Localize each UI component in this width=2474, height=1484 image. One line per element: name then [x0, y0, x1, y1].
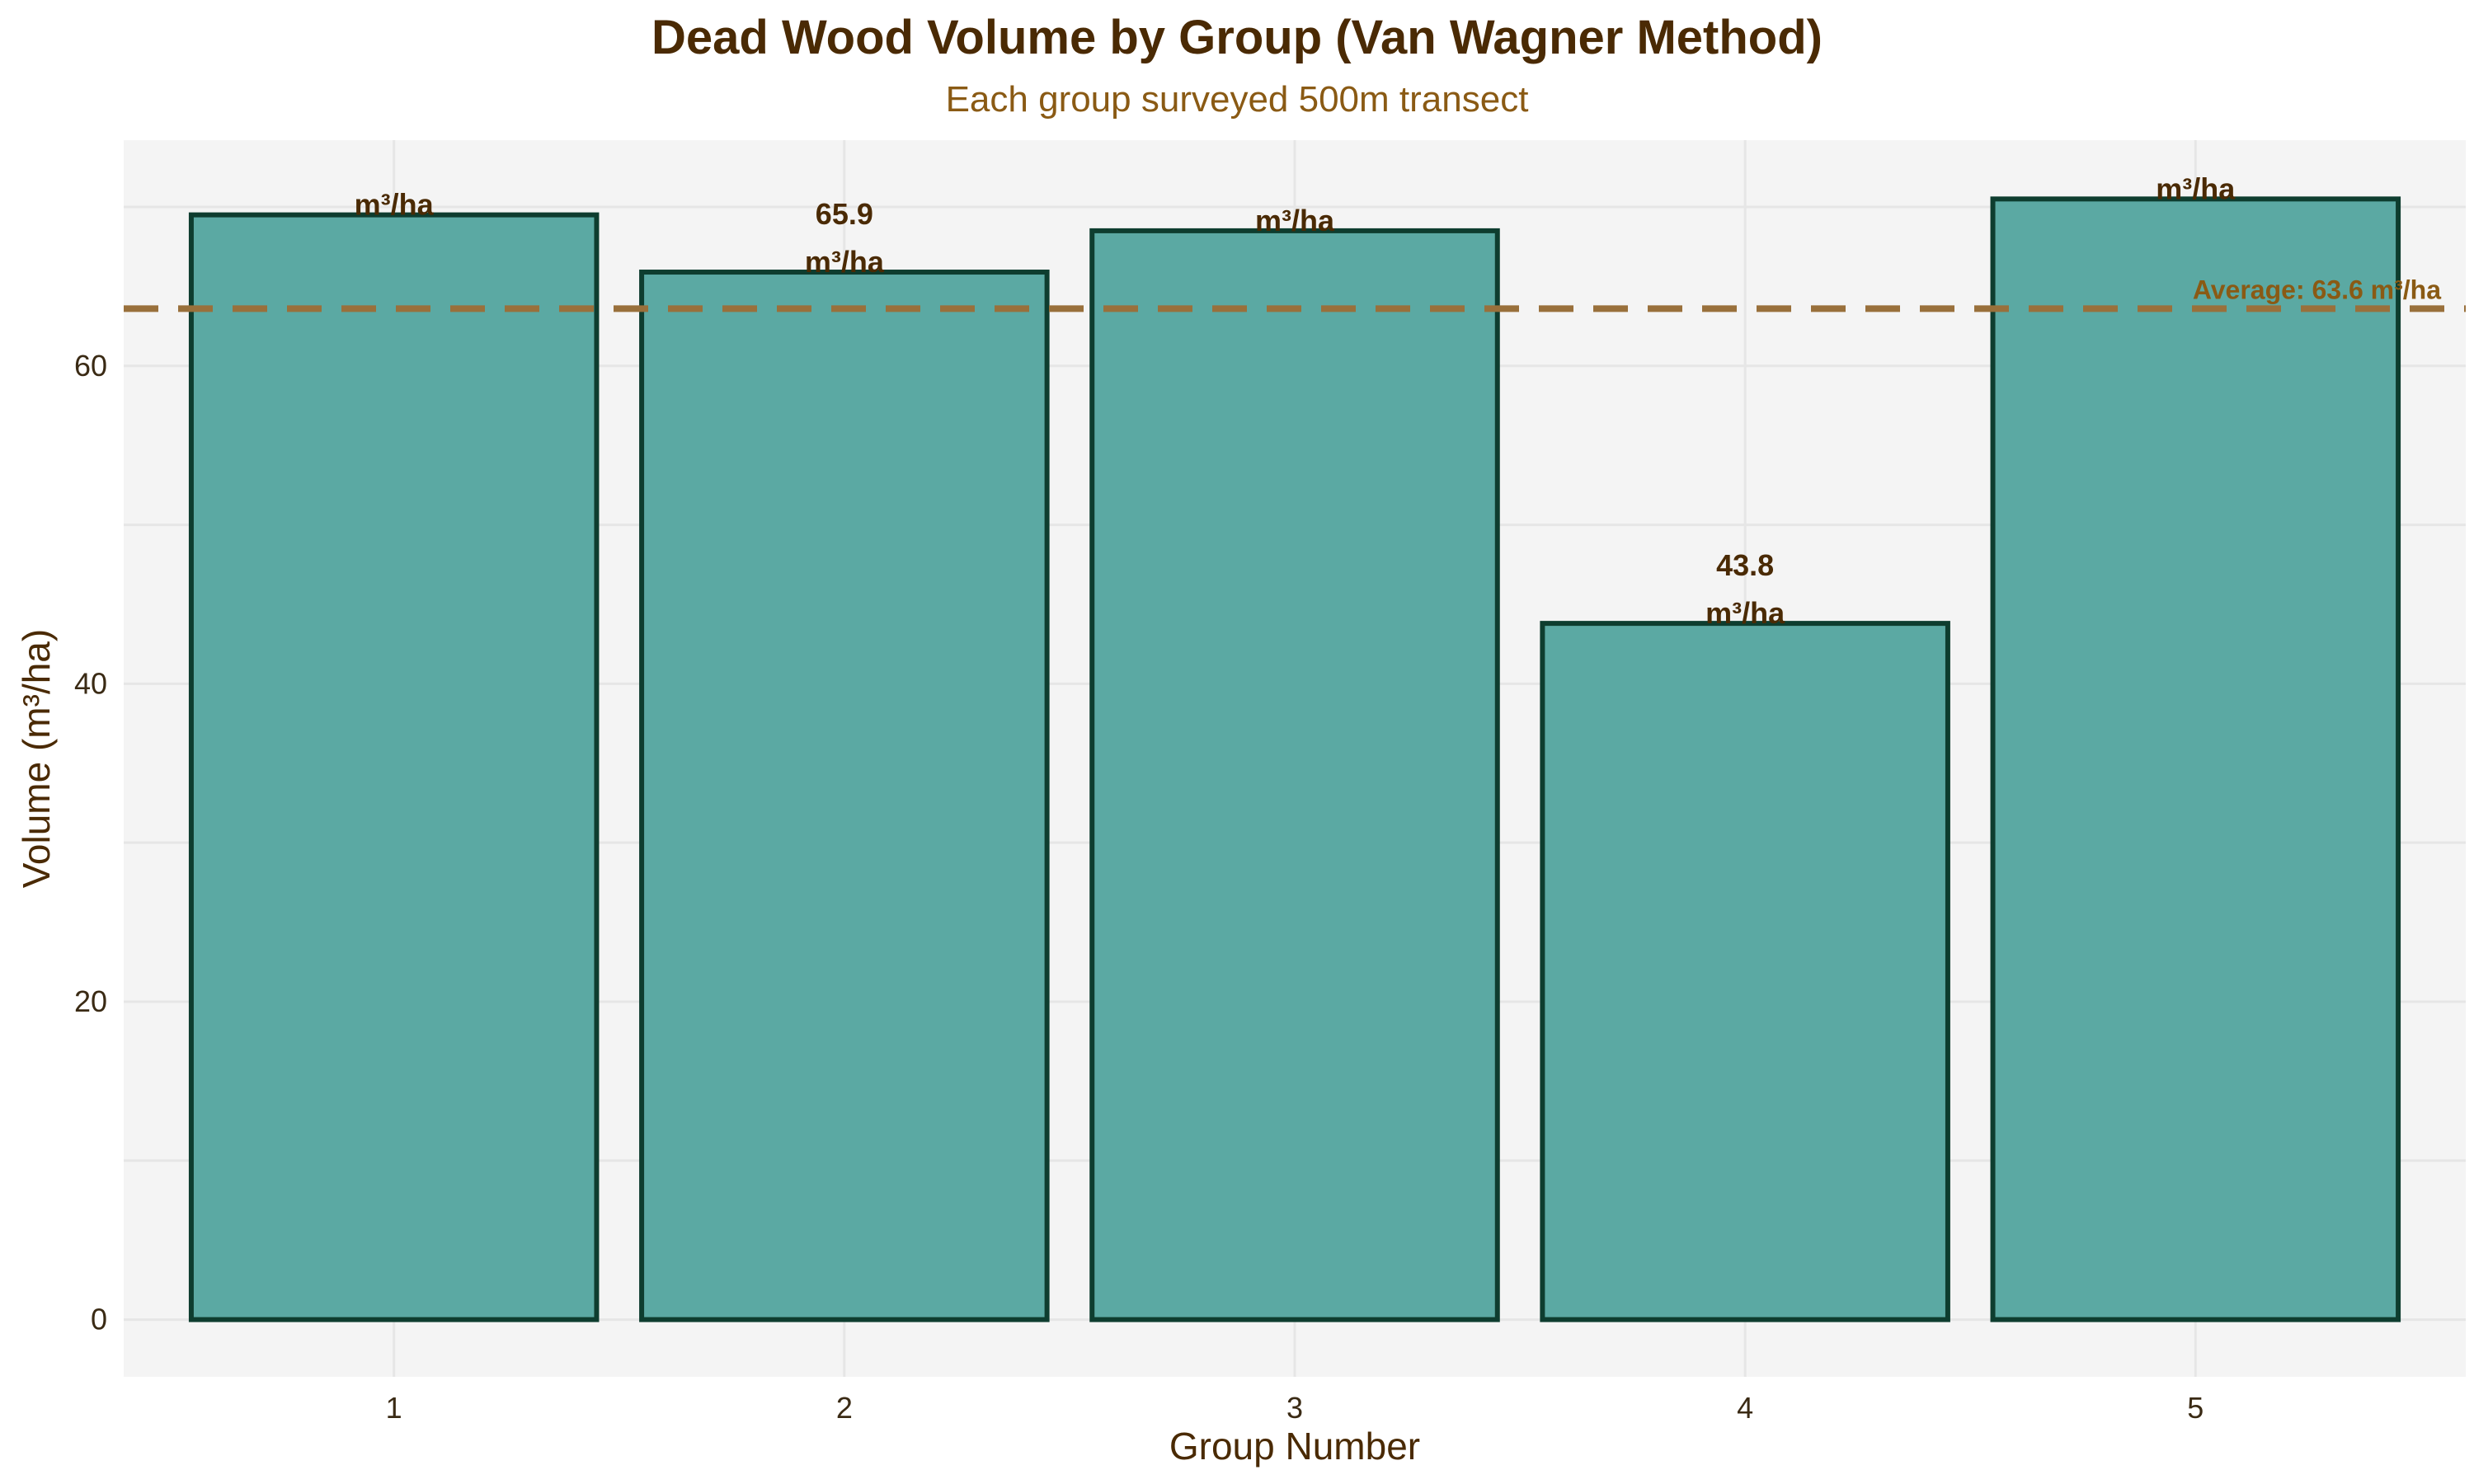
x-tick-label: 1: [386, 1391, 402, 1425]
chart-subtitle: Each group surveyed 500m transect: [946, 79, 1529, 120]
bar-value-label: m³/ha: [355, 188, 435, 222]
y-tick-label: 40: [74, 666, 107, 700]
average-label: Average: 63.6 m³/ha: [2193, 275, 2441, 304]
y-tick-label: 0: [91, 1303, 107, 1336]
y-tick-label: 20: [74, 984, 107, 1018]
x-tick-label: 4: [1737, 1391, 1753, 1425]
x-tick-label: 5: [2187, 1391, 2204, 1425]
bar-value-label: m³/ha: [1705, 596, 1785, 630]
bar-value-label: m³/ha: [2156, 171, 2236, 205]
bar-value-label: m³/ha: [1255, 204, 1335, 237]
bars: [188, 196, 2401, 1322]
bar-value-label: m³/ha: [805, 245, 885, 279]
bar-value-label: 43.8: [1716, 548, 1774, 582]
bar-labels: m³/ha 65.9 m³/ha m³/ha 43.8 m³/ha m³/ha: [355, 171, 2236, 630]
x-tick-label: 2: [836, 1391, 853, 1425]
tick-labels: 0 20 40 60 1 2 3 4 5: [74, 349, 2204, 1425]
bar: [1089, 228, 1500, 1322]
y-axis-title: Volume (m³/ha): [15, 629, 58, 888]
bar: [1990, 196, 2401, 1322]
bar: [639, 270, 1050, 1322]
bar-value-label: 65.9: [816, 197, 873, 231]
x-axis-title: Group Number: [1169, 1425, 1420, 1468]
chart-title: Dead Wood Volume by Group (Van Wagner Me…: [651, 11, 1823, 64]
bar: [188, 212, 600, 1322]
average-line-group: Average: 63.6 m³/ha: [124, 275, 2466, 312]
bar: [1540, 621, 1950, 1322]
x-tick-label: 3: [1286, 1391, 1303, 1425]
y-tick-label: 60: [74, 349, 107, 383]
